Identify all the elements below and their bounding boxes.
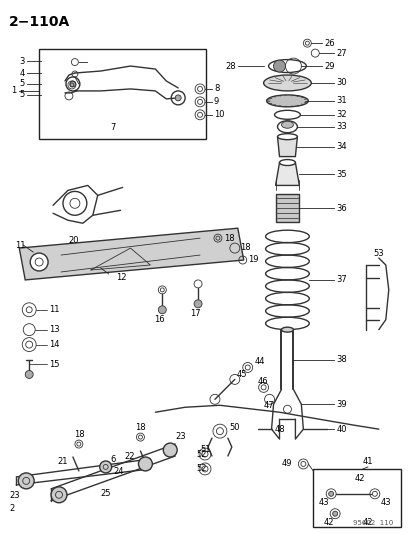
Text: 19: 19	[247, 255, 258, 263]
Text: 18: 18	[223, 233, 234, 243]
Text: 15: 15	[49, 360, 59, 369]
Text: 23: 23	[9, 491, 20, 500]
Text: 47: 47	[263, 401, 273, 410]
Text: 95602  110: 95602 110	[353, 520, 393, 526]
Circle shape	[163, 443, 177, 457]
Text: 17: 17	[190, 309, 200, 318]
Text: 53: 53	[373, 248, 384, 257]
Text: 49: 49	[281, 459, 291, 469]
Text: 42: 42	[323, 518, 333, 527]
Text: 18: 18	[239, 243, 250, 252]
Text: 11: 11	[15, 240, 26, 249]
Text: 21: 21	[57, 457, 67, 466]
Text: 38: 38	[335, 355, 346, 364]
Circle shape	[30, 253, 48, 271]
Ellipse shape	[277, 134, 297, 140]
Text: 39: 39	[335, 400, 346, 409]
Text: 42: 42	[354, 474, 365, 483]
Text: 28: 28	[225, 61, 236, 70]
Circle shape	[175, 95, 181, 101]
Text: 37: 37	[335, 276, 346, 285]
Ellipse shape	[266, 95, 308, 107]
Text: 30: 30	[335, 78, 346, 87]
Text: 1: 1	[11, 86, 17, 95]
Text: 3: 3	[19, 56, 25, 66]
Polygon shape	[277, 136, 297, 157]
Text: 5: 5	[19, 79, 24, 88]
Polygon shape	[19, 228, 243, 280]
Text: 2−110A: 2−110A	[9, 15, 70, 29]
Text: 4: 4	[19, 69, 24, 77]
Text: 5: 5	[19, 91, 24, 99]
Text: 22: 22	[124, 451, 135, 461]
Ellipse shape	[281, 327, 293, 332]
Circle shape	[100, 461, 112, 473]
Text: 36: 36	[335, 204, 346, 213]
Bar	[313, 469, 400, 527]
Text: 27: 27	[335, 49, 346, 58]
Circle shape	[51, 487, 67, 503]
Bar	[275, 195, 299, 222]
Text: 52: 52	[196, 449, 206, 458]
Text: 45: 45	[236, 370, 247, 379]
Text: 43: 43	[380, 498, 391, 507]
Circle shape	[25, 370, 33, 378]
Text: 33: 33	[335, 122, 346, 131]
Text: 46: 46	[257, 377, 268, 386]
Text: 6: 6	[110, 456, 116, 464]
Text: 13: 13	[49, 325, 59, 334]
Text: 41: 41	[362, 457, 373, 466]
Text: 2: 2	[9, 504, 14, 513]
Text: 24: 24	[113, 467, 124, 477]
Text: 31: 31	[335, 96, 346, 106]
Text: 48: 48	[274, 425, 285, 434]
Text: 32: 32	[335, 110, 346, 119]
Circle shape	[194, 300, 202, 308]
Circle shape	[70, 81, 76, 87]
Text: 26: 26	[323, 39, 334, 47]
Text: 51: 51	[199, 445, 210, 454]
Text: 16: 16	[154, 315, 165, 324]
Text: 20: 20	[68, 236, 78, 245]
Text: 34: 34	[335, 142, 346, 151]
Circle shape	[18, 473, 34, 489]
Text: 10: 10	[214, 110, 224, 119]
Text: 43: 43	[318, 498, 328, 507]
Text: 42: 42	[362, 518, 373, 527]
Text: 25: 25	[100, 489, 111, 498]
Bar	[39, 49, 206, 139]
Circle shape	[328, 491, 333, 496]
Ellipse shape	[263, 75, 311, 91]
Polygon shape	[275, 163, 299, 185]
Text: 23: 23	[175, 432, 185, 441]
Text: 8: 8	[214, 84, 219, 93]
Text: 52: 52	[196, 464, 206, 473]
Text: 7: 7	[110, 123, 116, 132]
Circle shape	[273, 60, 285, 72]
Circle shape	[332, 511, 337, 516]
Text: 12: 12	[115, 273, 126, 282]
Text: 9: 9	[214, 98, 218, 107]
Text: 44: 44	[254, 357, 265, 366]
Ellipse shape	[281, 122, 293, 128]
Text: 29: 29	[323, 61, 334, 70]
Text: 50: 50	[229, 423, 240, 432]
Text: 35: 35	[335, 170, 346, 179]
Text: 11: 11	[49, 305, 59, 314]
Text: 18: 18	[135, 423, 146, 432]
Text: 14: 14	[49, 340, 59, 349]
Circle shape	[158, 306, 166, 314]
Circle shape	[138, 457, 152, 471]
Text: 18: 18	[74, 430, 84, 439]
Ellipse shape	[279, 159, 295, 166]
Text: 40: 40	[335, 425, 346, 434]
